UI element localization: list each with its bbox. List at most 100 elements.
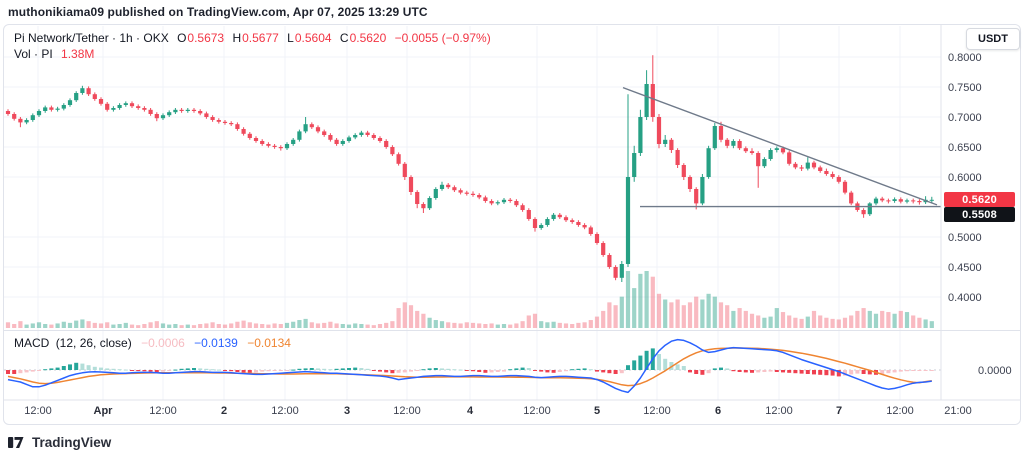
candle-body bbox=[514, 201, 519, 206]
volume-bar bbox=[508, 324, 513, 328]
candle-body bbox=[799, 167, 804, 169]
candle-body bbox=[173, 109, 178, 113]
volume-bar bbox=[154, 321, 159, 328]
volume-bar bbox=[67, 322, 73, 328]
macd-histogram-bar bbox=[55, 367, 60, 370]
candle-body bbox=[129, 103, 135, 107]
candle-body bbox=[780, 148, 786, 153]
volume-bar bbox=[731, 310, 736, 328]
candle-body bbox=[470, 193, 476, 195]
macd-histogram-bar bbox=[322, 368, 327, 370]
volume-bar bbox=[328, 321, 333, 328]
macd-histogram-bar bbox=[285, 370, 289, 371]
volume-bar bbox=[632, 288, 637, 328]
candle-body bbox=[136, 106, 141, 108]
candle-body bbox=[43, 107, 48, 111]
candle-body bbox=[359, 132, 364, 135]
macd-histogram-bar bbox=[92, 366, 97, 370]
currency-toggle-button[interactable]: USDT bbox=[966, 28, 1020, 50]
macd-histogram-bar bbox=[210, 369, 215, 371]
volume-bar bbox=[576, 322, 581, 328]
volume-bar bbox=[929, 321, 934, 328]
volume-bar bbox=[36, 322, 42, 328]
volume-bar bbox=[427, 317, 432, 328]
candle-body bbox=[191, 109, 197, 111]
volume-bar bbox=[334, 323, 339, 328]
macd-histogram-bar bbox=[898, 370, 903, 372]
candle-body bbox=[384, 141, 389, 147]
volume-bar bbox=[898, 310, 903, 328]
candle-body bbox=[756, 153, 761, 167]
volume-bar bbox=[873, 313, 879, 328]
volume-bar bbox=[625, 271, 631, 328]
volume-bar bbox=[191, 325, 197, 328]
volume-bar bbox=[204, 323, 209, 328]
volume-bar bbox=[390, 321, 395, 328]
volume-bar bbox=[222, 324, 228, 328]
volume-bar bbox=[210, 322, 215, 328]
macd-histogram-bar bbox=[787, 370, 792, 373]
macd-histogram-bar bbox=[216, 369, 221, 371]
macd-histogram-bar bbox=[694, 370, 699, 374]
volume-bar bbox=[12, 324, 17, 328]
candle-body bbox=[477, 195, 482, 198]
volume-bar bbox=[253, 323, 259, 328]
macd-histogram-bar bbox=[458, 369, 463, 371]
macd-histogram-bar bbox=[632, 360, 637, 370]
candle-body bbox=[520, 205, 525, 210]
volume-bar bbox=[167, 324, 172, 328]
macd-histogram-bar bbox=[49, 368, 54, 370]
volume-bar bbox=[836, 319, 841, 328]
volume-bar bbox=[173, 324, 178, 328]
candle-body bbox=[880, 198, 885, 201]
time-tick-label: 21:00 bbox=[944, 405, 972, 417]
candle-body bbox=[508, 199, 513, 201]
volume-bar bbox=[408, 305, 414, 328]
tradingview-attribution[interactable]: TradingView bbox=[8, 435, 111, 450]
candle-body bbox=[601, 243, 606, 255]
volume-bar bbox=[266, 324, 271, 328]
time-scale[interactable] bbox=[4, 401, 1019, 422]
macd-histogram-bar bbox=[929, 370, 934, 371]
volume-bar bbox=[650, 276, 655, 328]
volume-bar bbox=[743, 310, 748, 328]
candle-body bbox=[297, 131, 302, 140]
macd-histogram-bar bbox=[867, 370, 872, 375]
candle-body bbox=[824, 171, 829, 174]
candle-body bbox=[669, 139, 674, 150]
macd-histogram-bar bbox=[843, 370, 847, 376]
candle-body bbox=[830, 174, 835, 177]
volume-bar bbox=[123, 322, 128, 328]
macd-histogram-bar bbox=[830, 370, 835, 376]
volume-bar bbox=[793, 317, 798, 328]
macd-histogram-bar bbox=[750, 370, 754, 373]
macd-histogram-bar bbox=[570, 369, 575, 371]
volume-bar bbox=[160, 323, 166, 328]
macd-histogram-bar bbox=[824, 370, 829, 376]
support-line-price-badge: 0.5508 bbox=[944, 207, 1015, 223]
macd-histogram-bar bbox=[266, 370, 271, 372]
candle-body bbox=[111, 108, 116, 110]
candle-body bbox=[229, 123, 234, 125]
macd-histogram-bar bbox=[440, 368, 444, 370]
volume-bar bbox=[681, 305, 686, 328]
time-tick-label: 3 bbox=[344, 405, 350, 417]
candle-body bbox=[619, 264, 624, 278]
volume-bar bbox=[322, 322, 327, 328]
macd-histogram-bar bbox=[595, 370, 599, 372]
macd-histogram-bar bbox=[229, 370, 234, 372]
candle-body bbox=[154, 114, 159, 119]
price-scale[interactable] bbox=[942, 25, 1020, 400]
candle-body bbox=[539, 225, 544, 228]
candle-body bbox=[12, 114, 17, 119]
macd-histogram-bar bbox=[626, 365, 630, 370]
macd-histogram-bar bbox=[421, 369, 426, 371]
volume-bar bbox=[607, 302, 612, 328]
volume-bar bbox=[892, 313, 897, 328]
candle-body bbox=[594, 234, 600, 243]
macd-histogram-bar bbox=[471, 370, 475, 372]
candle-body bbox=[353, 135, 358, 138]
volume-bar bbox=[92, 322, 97, 328]
macd-histogram-bar bbox=[849, 370, 854, 375]
